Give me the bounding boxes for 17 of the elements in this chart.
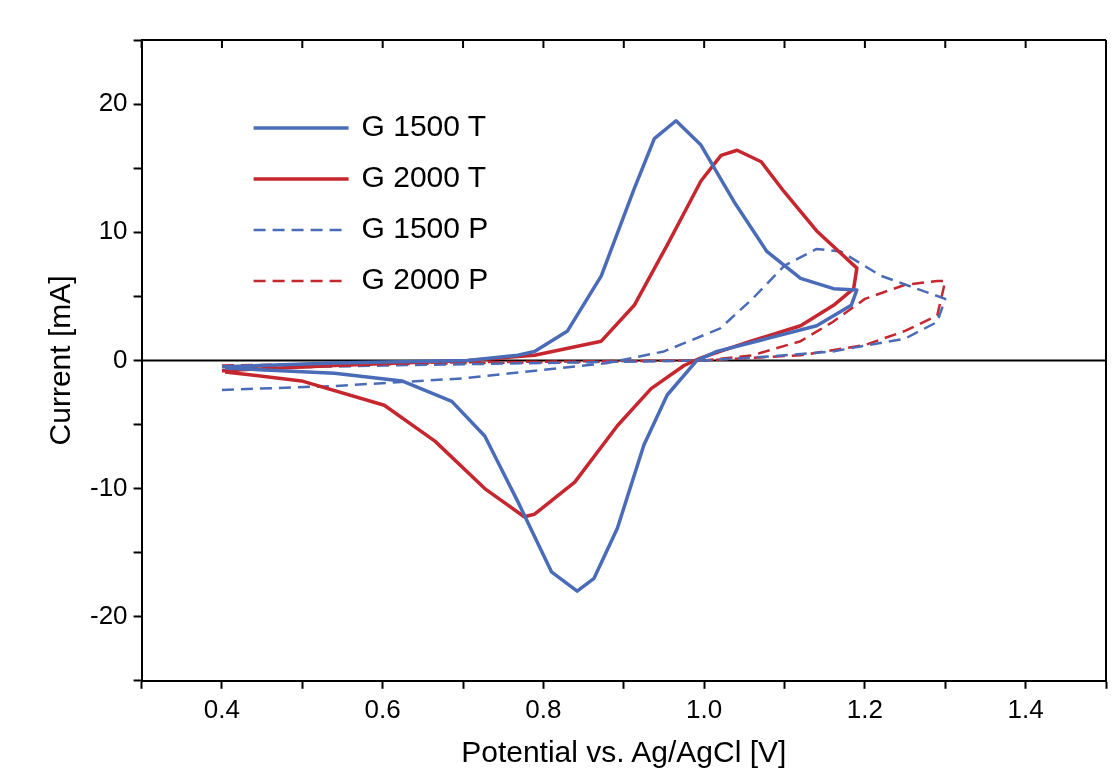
y-tick-label: -10 (90, 471, 128, 502)
x-tick-label: 0.8 (525, 693, 562, 724)
y-axis-title: Current [mA] (43, 275, 77, 446)
y-tick-label: 10 (98, 215, 128, 246)
x-axis-title: Potential vs. Ag/AgCl [V] (461, 735, 787, 769)
legend-label: G 1500 P (361, 211, 489, 245)
y-tick-label: -20 (90, 599, 128, 630)
x-tick-label: 1.4 (1007, 693, 1044, 724)
legend-label: G 2000 T (361, 160, 487, 194)
x-tick-label: 0.6 (364, 693, 401, 724)
y-tick-label: 20 (98, 87, 128, 118)
x-tick-label: 1.2 (846, 693, 883, 724)
y-tick-label: 0 (113, 343, 128, 374)
x-tick-label: 0.4 (203, 693, 241, 724)
legend-label: G 1500 T (361, 109, 487, 143)
x-tick-label: 1.0 (686, 693, 723, 724)
legend-label: G 2000 P (361, 262, 489, 296)
